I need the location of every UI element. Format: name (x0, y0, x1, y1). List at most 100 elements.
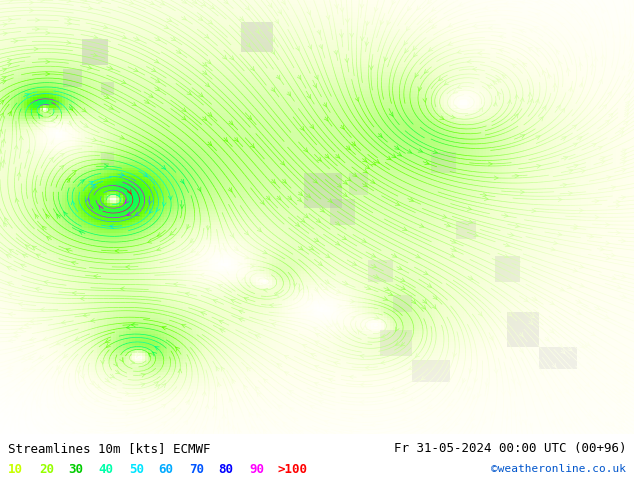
FancyArrowPatch shape (581, 170, 585, 173)
FancyArrowPatch shape (550, 4, 555, 8)
FancyArrowPatch shape (30, 337, 34, 341)
FancyArrowPatch shape (558, 197, 562, 201)
FancyArrowPatch shape (186, 292, 190, 296)
FancyArrowPatch shape (427, 0, 432, 4)
FancyArrowPatch shape (60, 403, 64, 407)
FancyArrowPatch shape (110, 224, 113, 228)
FancyArrowPatch shape (21, 264, 25, 268)
Bar (82, 39, 108, 65)
FancyArrowPatch shape (323, 286, 328, 290)
FancyArrowPatch shape (176, 49, 181, 53)
FancyArrowPatch shape (563, 183, 567, 187)
FancyArrowPatch shape (616, 391, 621, 395)
FancyArrowPatch shape (425, 161, 429, 165)
FancyArrowPatch shape (49, 157, 53, 162)
FancyArrowPatch shape (468, 387, 471, 391)
FancyArrowPatch shape (190, 239, 194, 243)
FancyArrowPatch shape (287, 92, 290, 96)
FancyArrowPatch shape (275, 293, 279, 296)
FancyArrowPatch shape (366, 286, 370, 290)
FancyArrowPatch shape (565, 390, 569, 394)
FancyArrowPatch shape (56, 131, 60, 134)
FancyArrowPatch shape (521, 0, 525, 4)
FancyArrowPatch shape (403, 417, 407, 421)
FancyArrowPatch shape (20, 136, 23, 140)
Text: 60: 60 (158, 463, 174, 476)
FancyArrowPatch shape (543, 26, 547, 30)
FancyArrowPatch shape (250, 66, 254, 71)
FancyArrowPatch shape (148, 200, 152, 204)
FancyArrowPatch shape (583, 343, 587, 347)
FancyArrowPatch shape (103, 118, 108, 122)
FancyArrowPatch shape (595, 5, 599, 10)
FancyArrowPatch shape (395, 202, 399, 205)
FancyArrowPatch shape (363, 325, 366, 330)
FancyArrowPatch shape (285, 372, 289, 375)
FancyArrowPatch shape (255, 29, 259, 33)
FancyArrowPatch shape (448, 402, 452, 406)
FancyArrowPatch shape (489, 26, 493, 30)
FancyArrowPatch shape (67, 41, 70, 45)
FancyArrowPatch shape (574, 224, 578, 228)
FancyArrowPatch shape (387, 21, 391, 25)
FancyArrowPatch shape (346, 146, 351, 150)
FancyArrowPatch shape (125, 199, 129, 203)
FancyArrowPatch shape (184, 420, 188, 425)
FancyArrowPatch shape (363, 183, 367, 187)
FancyArrowPatch shape (567, 68, 571, 72)
FancyArrowPatch shape (126, 392, 129, 395)
FancyArrowPatch shape (150, 1, 154, 5)
FancyArrowPatch shape (616, 204, 620, 208)
FancyArrowPatch shape (72, 171, 77, 174)
FancyArrowPatch shape (467, 60, 471, 64)
FancyArrowPatch shape (505, 1, 508, 5)
FancyArrowPatch shape (417, 424, 421, 427)
FancyArrowPatch shape (443, 215, 447, 218)
FancyArrowPatch shape (257, 413, 261, 417)
FancyArrowPatch shape (628, 60, 632, 64)
FancyArrowPatch shape (602, 9, 605, 13)
FancyArrowPatch shape (30, 8, 34, 12)
FancyArrowPatch shape (488, 162, 492, 166)
FancyArrowPatch shape (1, 80, 6, 84)
FancyArrowPatch shape (598, 147, 602, 150)
FancyArrowPatch shape (314, 366, 319, 369)
FancyArrowPatch shape (229, 121, 233, 125)
FancyArrowPatch shape (105, 378, 109, 382)
FancyArrowPatch shape (180, 179, 184, 184)
FancyArrowPatch shape (611, 422, 614, 426)
FancyArrowPatch shape (27, 149, 30, 154)
FancyArrowPatch shape (404, 41, 408, 45)
FancyArrowPatch shape (299, 430, 303, 434)
FancyArrowPatch shape (497, 79, 501, 83)
FancyArrowPatch shape (493, 102, 497, 106)
FancyArrowPatch shape (57, 214, 61, 219)
FancyArrowPatch shape (313, 179, 317, 183)
FancyArrowPatch shape (514, 114, 518, 118)
FancyArrowPatch shape (376, 325, 380, 329)
FancyArrowPatch shape (494, 8, 498, 12)
FancyArrowPatch shape (540, 370, 544, 375)
FancyArrowPatch shape (271, 179, 275, 183)
FancyArrowPatch shape (2, 139, 6, 143)
FancyArrowPatch shape (560, 23, 565, 27)
FancyArrowPatch shape (58, 370, 62, 374)
FancyArrowPatch shape (370, 66, 373, 70)
FancyArrowPatch shape (300, 126, 304, 130)
FancyArrowPatch shape (454, 105, 458, 109)
FancyArrowPatch shape (417, 6, 421, 10)
Text: 40: 40 (98, 463, 113, 476)
FancyArrowPatch shape (585, 53, 589, 58)
FancyArrowPatch shape (519, 420, 522, 424)
FancyArrowPatch shape (20, 391, 24, 395)
FancyArrowPatch shape (366, 366, 370, 369)
FancyArrowPatch shape (409, 366, 413, 369)
FancyArrowPatch shape (579, 208, 583, 212)
FancyArrowPatch shape (196, 251, 200, 255)
FancyArrowPatch shape (22, 356, 26, 360)
FancyArrowPatch shape (232, 379, 236, 384)
FancyArrowPatch shape (156, 37, 160, 41)
FancyArrowPatch shape (416, 254, 420, 258)
FancyArrowPatch shape (93, 138, 97, 142)
FancyArrowPatch shape (313, 83, 316, 88)
